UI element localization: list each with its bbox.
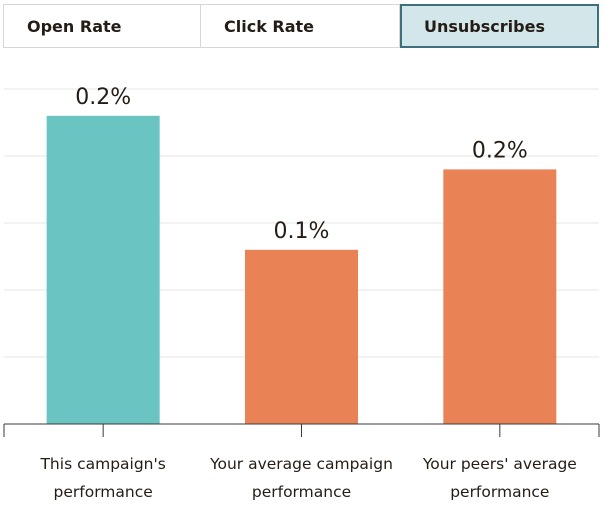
bar-2	[245, 249, 358, 424]
category-label-2-line-2: performance	[252, 483, 351, 501]
category-label-1-line-1: This campaign's	[39, 455, 165, 473]
tab-click-rate[interactable]: Click Rate	[201, 4, 400, 48]
category-label-1-line-2: performance	[54, 483, 153, 501]
category-label-3-line-1: Your peers' average	[422, 455, 577, 473]
bar-1	[46, 115, 160, 425]
category-label-3-line-2: performance	[450, 483, 549, 501]
tab-unsubscribes[interactable]: Unsubscribes	[400, 4, 599, 48]
value-label-2: 0.1%	[274, 219, 330, 244]
value-label-1: 0.2%	[75, 85, 131, 110]
bar-3	[443, 169, 557, 424]
metric-tabs: Open Rate Click Rate Unsubscribes	[3, 4, 599, 48]
category-label-2-line-1: Your average campaign	[209, 455, 393, 473]
tab-open-rate[interactable]: Open Rate	[3, 4, 201, 48]
value-label-3: 0.2%	[472, 138, 528, 163]
